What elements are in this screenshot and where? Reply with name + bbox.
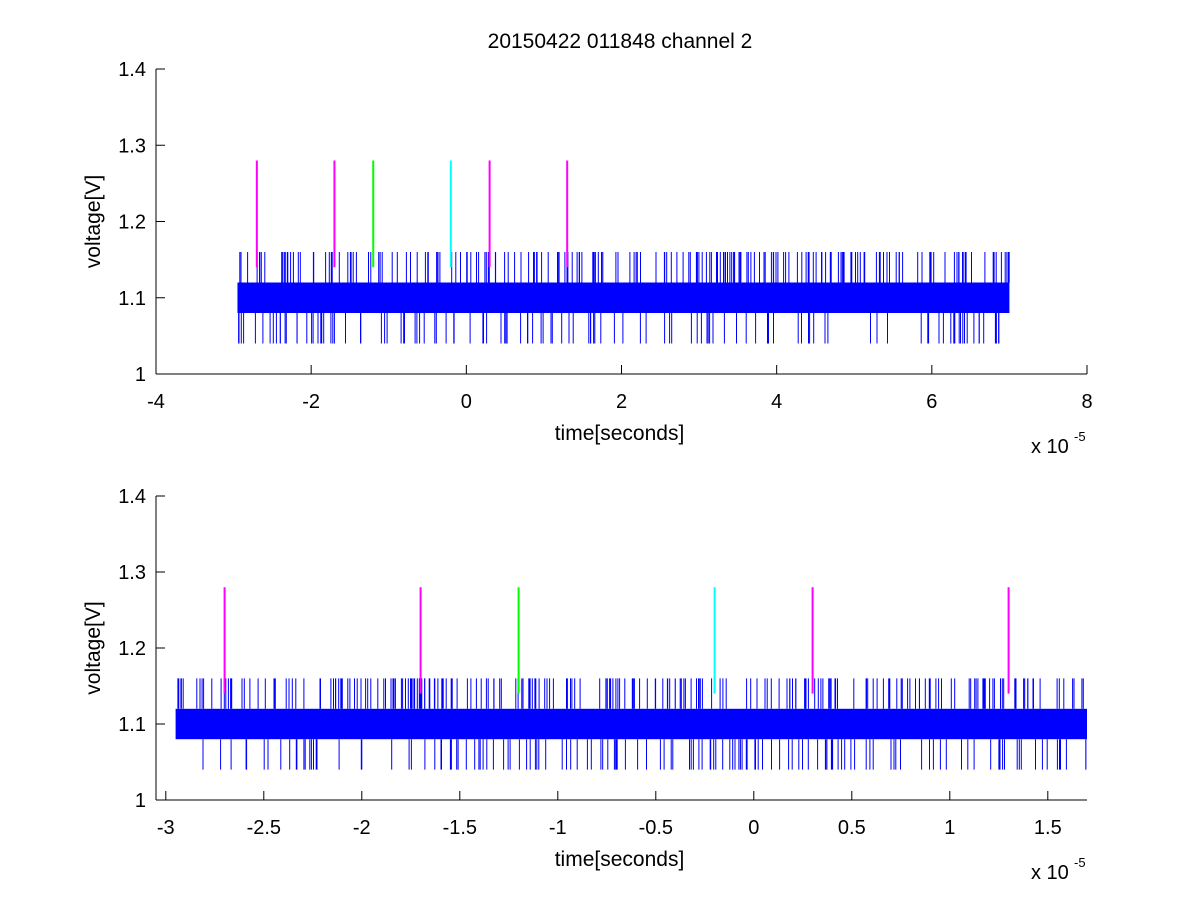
x-tick-label: -3 [157, 817, 175, 839]
y-tick-label: 1.4 [118, 486, 146, 508]
y-tick-label: 1 [135, 790, 146, 812]
x-axis-multiplier-exponent: -5 [1074, 429, 1086, 444]
x-axis-multiplier: x 10 [1031, 862, 1069, 884]
plot-2: 1 1.1 1.2 1.3 1.4 -3 -2.5 -2 -1.5 -1 -0.5 0 0.5 1 1.5 t… [82, 486, 1088, 884]
y-tick-label: 1.2 [118, 638, 146, 660]
trace-band [175, 708, 1088, 740]
y-tick-label: 1.3 [118, 562, 146, 584]
x-axis-label: time[seconds] [555, 422, 685, 445]
x-axis-label: time[seconds] [555, 848, 685, 871]
x-tick-label: -4 [147, 391, 165, 413]
y-tick-label: 1 [135, 364, 146, 386]
x-tick-label: 0 [461, 391, 472, 413]
x-tick-label: 0.5 [838, 817, 866, 839]
figure-title: 20150422 011848 channel 2 [488, 30, 753, 53]
voltage-trace [237, 252, 1010, 344]
y-axis-label: voltage[V] [82, 601, 105, 694]
y-axis-label: voltage[V] [82, 175, 105, 268]
x-tick-label: -0.5 [639, 817, 673, 839]
x-tick-label: -1 [549, 817, 567, 839]
x-tick-label: 2 [616, 391, 627, 413]
plot-1: 1 1.1 1.2 1.3 1.4 -4 -2 0 2 4 6 8 time[seconds] volta… [82, 59, 1093, 458]
x-axis-multiplier: x 10 [1031, 436, 1069, 458]
trace-band [237, 282, 1010, 313]
trace-spikes [238, 252, 1010, 344]
x-tick-label: -1.5 [443, 817, 477, 839]
x-tick-label: 1.5 [1034, 817, 1062, 839]
y-tick-label: 1.4 [118, 59, 146, 81]
x-tick-label: -2 [353, 817, 371, 839]
y-tick-label: 1.2 [118, 212, 146, 234]
x-tick-label: 4 [771, 391, 782, 413]
voltage-trace [175, 678, 1088, 770]
y-tick-label: 1.1 [118, 714, 146, 736]
x-axis-multiplier-exponent: -5 [1074, 855, 1086, 870]
y-tick-label: 1.1 [118, 288, 146, 310]
trace-spikes [177, 678, 1087, 770]
x-tick-label: -2.5 [247, 817, 281, 839]
x-tick-label: 8 [1081, 391, 1092, 413]
x-tick-label: -2 [302, 391, 320, 413]
x-tick-label: 0 [748, 817, 759, 839]
x-tick-label: 1 [944, 817, 955, 839]
y-tick-label: 1.3 [118, 135, 146, 157]
x-tick-label: 6 [926, 391, 937, 413]
